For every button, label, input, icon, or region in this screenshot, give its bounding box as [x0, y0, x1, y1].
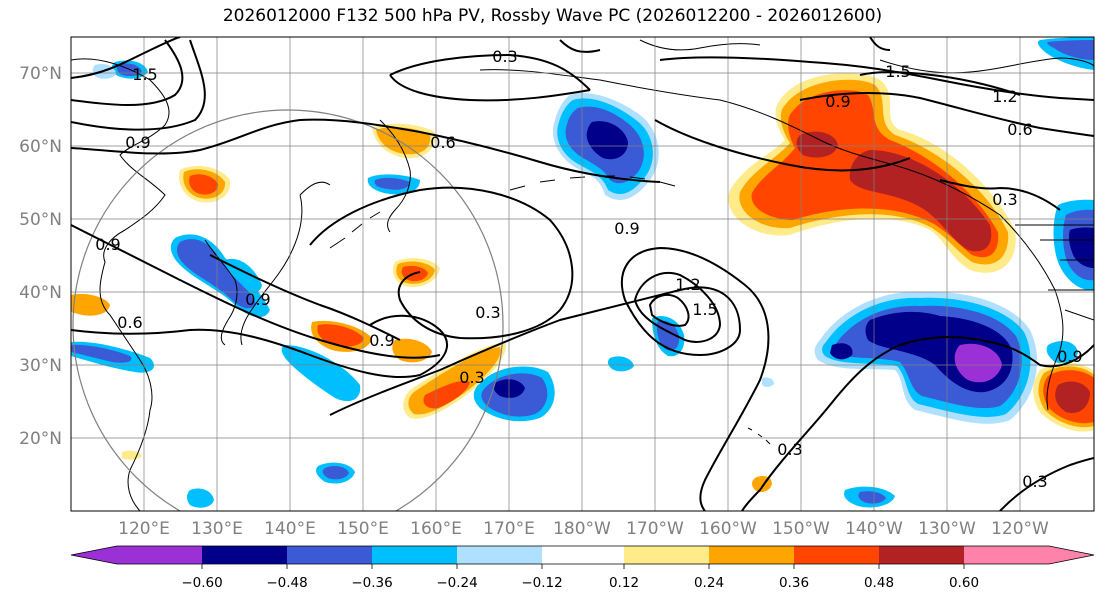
contour-label: 1.5 — [132, 65, 157, 84]
colorbar-bin — [202, 546, 287, 564]
colorbar-bin — [372, 546, 457, 564]
us-borders — [1015, 224, 1094, 321]
lon-label: 140°E — [264, 519, 316, 539]
colorbar-bin — [964, 546, 1049, 564]
lon-label: 170°E — [483, 519, 535, 539]
colorbar-bin — [542, 546, 624, 564]
pv-contours — [71, 37, 1094, 511]
contour-label: 0.6 — [1007, 120, 1032, 139]
latitude-labels: 70°N 60°N 50°N 40°N 30°N 20°N — [19, 64, 62, 449]
graticule — [71, 37, 1094, 511]
coast-asia — [71, 58, 170, 511]
contour-label: 0.9 — [369, 331, 394, 350]
colorbar-extend-high — [1049, 546, 1094, 564]
contour-label: 0.6 — [430, 133, 455, 152]
coast-north — [639, 39, 1094, 74]
longitude-labels: 120°E 130°E 140°E 150°E 160°E 170°E 180°… — [118, 519, 1049, 539]
coast-japan — [240, 181, 331, 346]
lon-label: 170°W — [626, 519, 684, 539]
colorbar-tick: 0.12 — [609, 575, 639, 591]
contour-label: 0.9 — [245, 290, 270, 309]
colorbar-bin — [287, 546, 372, 564]
lon-label: 160°W — [699, 519, 757, 539]
contour-label: 0.3 — [1022, 472, 1047, 491]
colorbar-extend-low — [71, 546, 117, 564]
lon-label: 120°W — [991, 519, 1049, 539]
lon-label: 130°E — [191, 519, 243, 539]
colorbar-tick: −0.24 — [436, 575, 477, 591]
map-title: 2026012000 F132 500 hPa PV, Rossby Wave … — [222, 6, 883, 26]
lon-label: 160°E — [410, 519, 462, 539]
colorbar-tick: 0.36 — [779, 575, 809, 591]
colorbar-bin — [457, 546, 542, 564]
contour-label: 0.3 — [992, 190, 1017, 209]
pv-anomaly-shading — [71, 37, 1094, 508]
lat-label: 70°N — [19, 64, 62, 84]
contour-label: 0.9 — [95, 235, 120, 254]
colorbar-tick: −0.48 — [266, 575, 307, 591]
contour-label: 0.9 — [125, 133, 150, 152]
contour-label: 0.3 — [777, 440, 802, 459]
contour-labels: 0.3 0.3 0.3 0.3 0.3 0.3 0.6 0.6 0.6 0.9 … — [95, 47, 1082, 491]
lat-label: 40°N — [19, 283, 62, 303]
contour-label: 1.2 — [992, 87, 1017, 106]
lat-label: 60°N — [19, 137, 62, 157]
coast-alaska — [479, 69, 1064, 411]
lon-label: 140°W — [845, 519, 903, 539]
contour-label: 0.6 — [117, 313, 142, 332]
contour-label: 0.3 — [459, 368, 484, 387]
colorbar-tick: −0.12 — [521, 575, 562, 591]
contour-label: 1.5 — [692, 300, 717, 319]
contour-label: 1.2 — [675, 275, 700, 294]
strong-positive-anomaly-core — [849, 150, 992, 252]
contour-label: 0.3 — [475, 303, 500, 322]
map-frame — [70, 36, 1095, 512]
contour-label: 0.9 — [1057, 347, 1082, 366]
colorbar-bin — [879, 546, 964, 564]
colorbar-bin — [709, 546, 794, 564]
lon-label: 180°W — [553, 519, 611, 539]
colorbar-tick: 0.60 — [949, 575, 979, 591]
contour-label: 0.9 — [825, 92, 850, 111]
coast-kurils — [329, 211, 381, 249]
colorbar-tick: 0.24 — [694, 575, 724, 591]
lon-label: 130°W — [918, 519, 976, 539]
lon-label: 150°E — [337, 519, 389, 539]
lat-label: 50°N — [19, 210, 62, 230]
colorbar: −0.60 −0.48 −0.36 −0.24 −0.12 0.12 0.24 … — [70, 545, 1095, 591]
colorbar-bin — [117, 546, 202, 564]
lat-label: 20°N — [19, 429, 62, 449]
colorbar-tick: 0.48 — [864, 575, 894, 591]
lat-label: 30°N — [19, 356, 62, 376]
lon-label: 120°E — [118, 519, 170, 539]
colorbar-bin — [794, 546, 879, 564]
colorbar-bin — [624, 546, 709, 564]
focus-region-circle — [72, 109, 504, 511]
contour-label: 0.9 — [614, 219, 639, 238]
contour-label: 0.3 — [492, 47, 517, 66]
contour-label: 1.5 — [885, 62, 910, 81]
coast-hawaii — [747, 427, 771, 445]
colorbar-tick: −0.60 — [181, 575, 222, 591]
colorbar-tick: −0.36 — [351, 575, 392, 591]
lon-label: 150°W — [772, 519, 830, 539]
